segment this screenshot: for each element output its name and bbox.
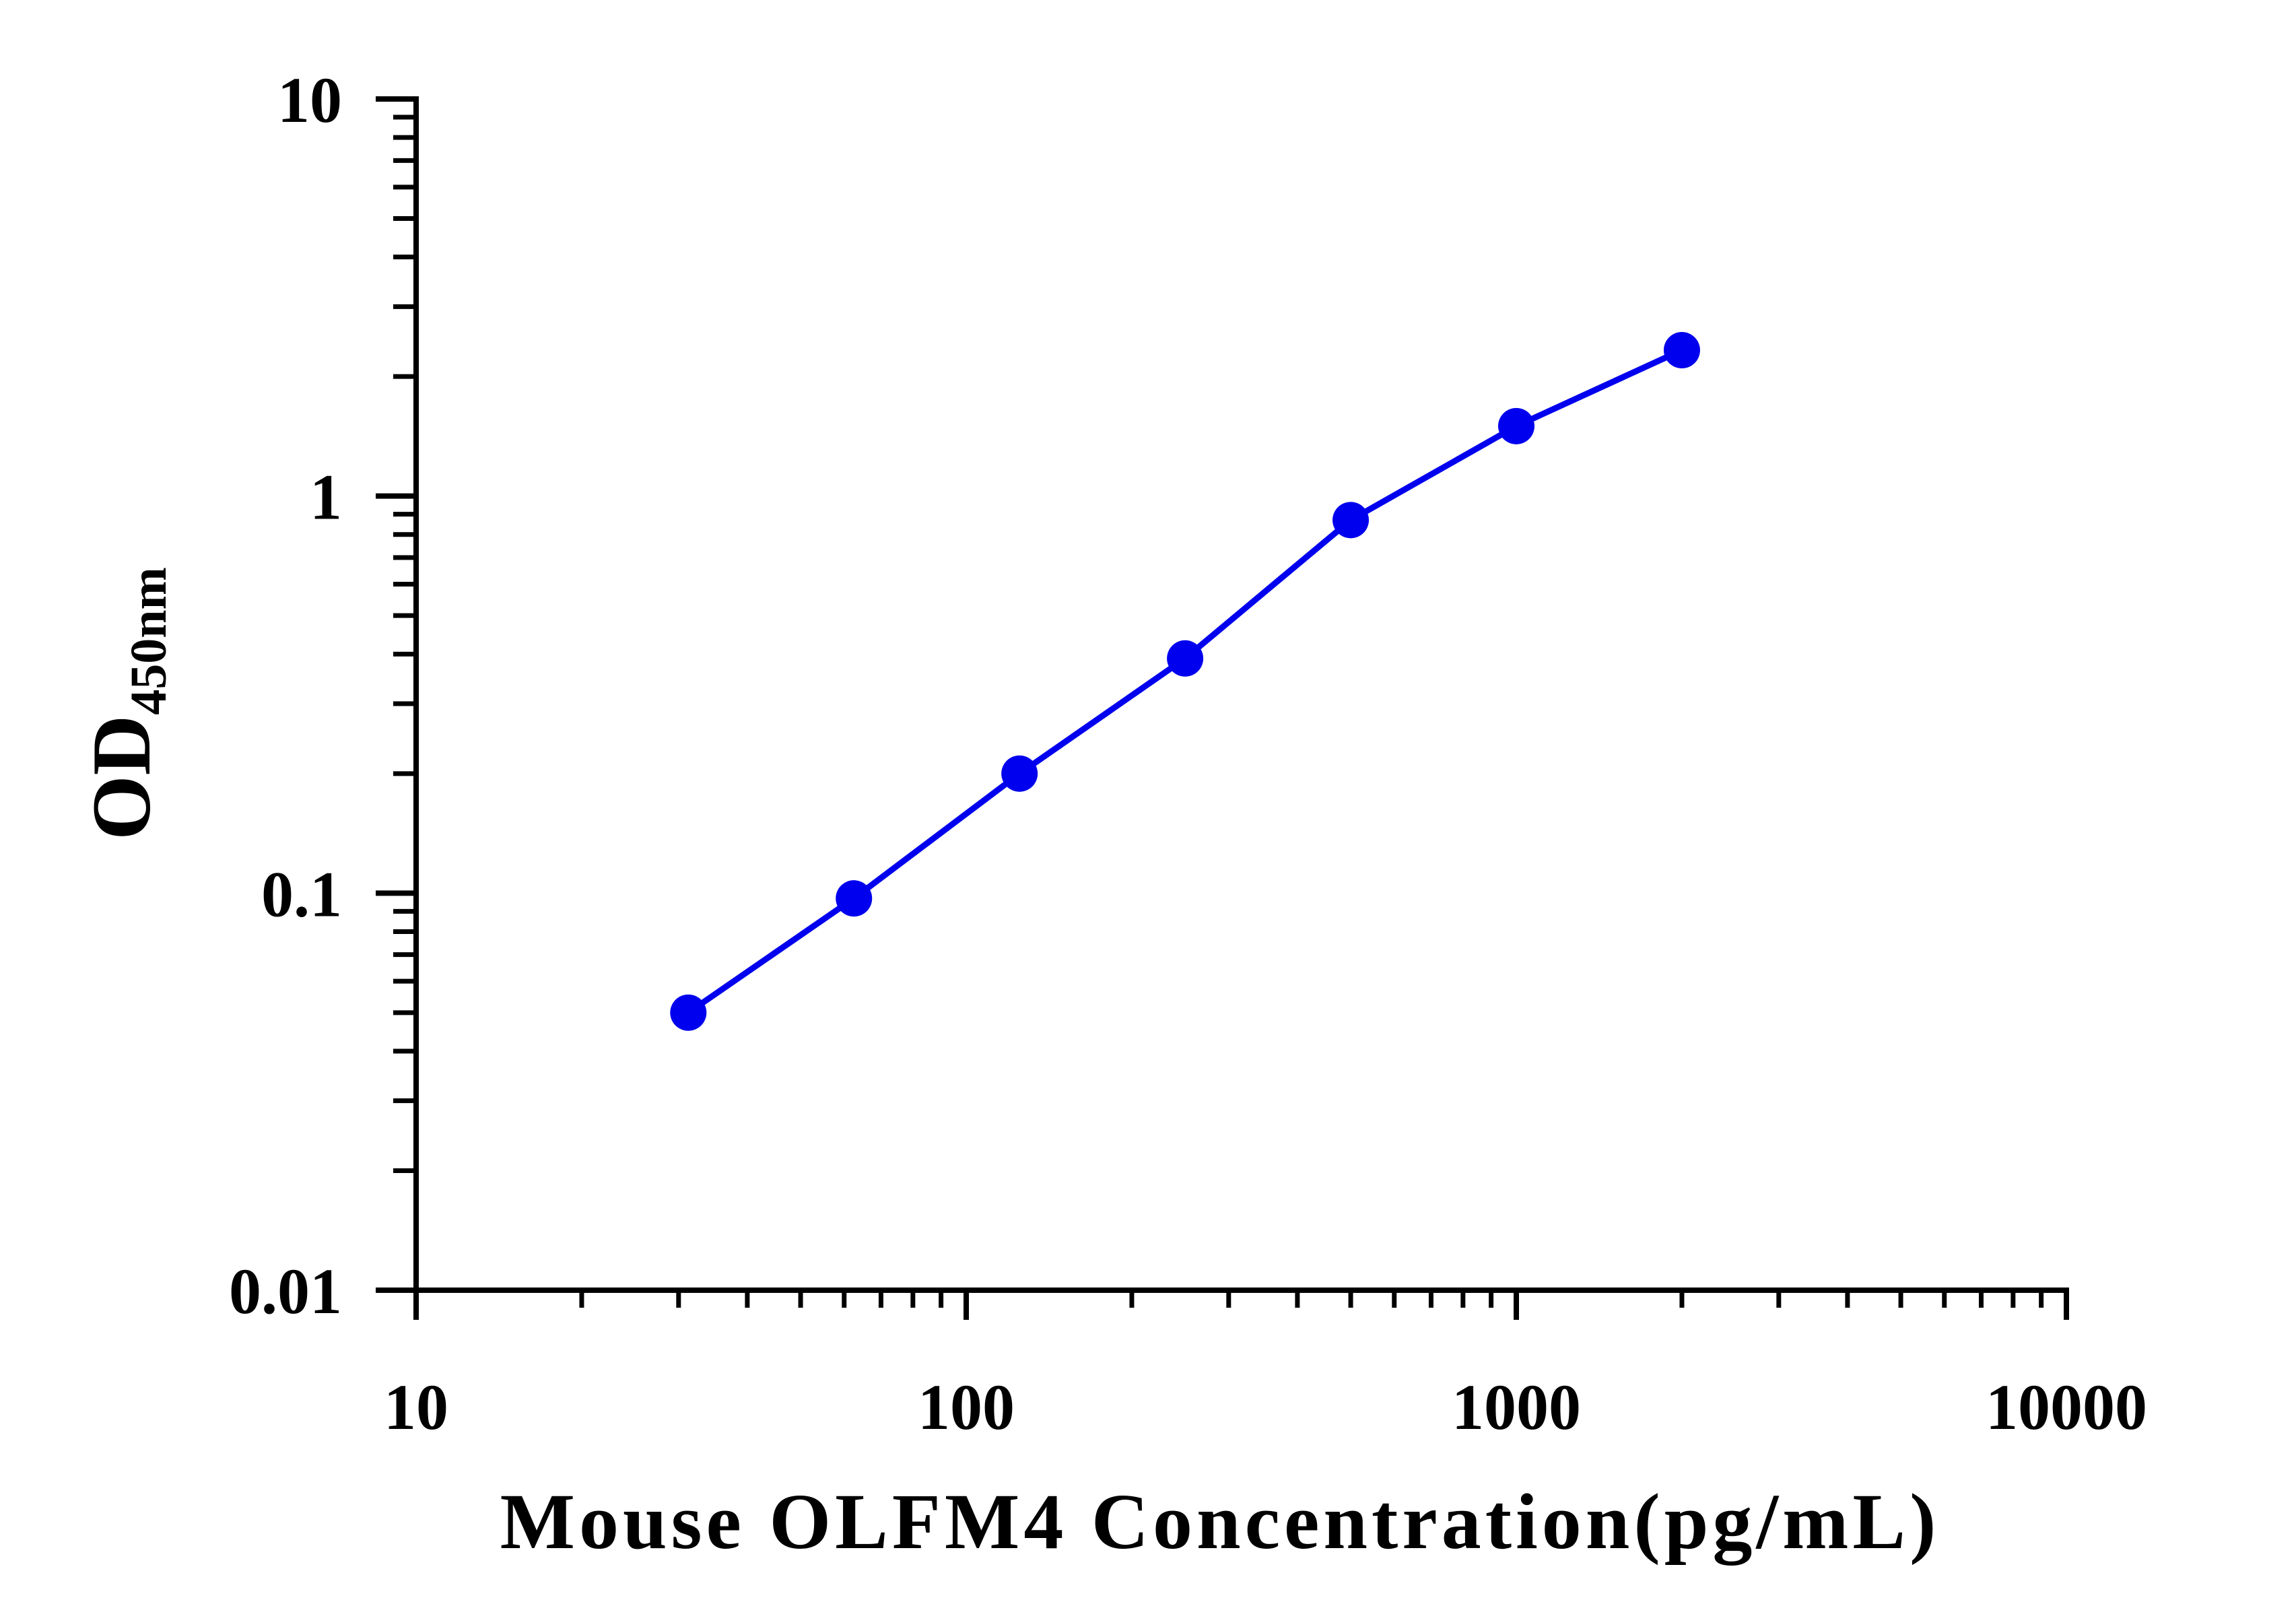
- x-tick-label: 10: [384, 1371, 448, 1443]
- data-point: [670, 994, 707, 1031]
- data-point: [1498, 407, 1534, 444]
- x-tick-label: 100: [918, 1371, 1015, 1443]
- x-tick-label: 10000: [1986, 1371, 2147, 1443]
- data-point: [1663, 332, 1700, 369]
- data-point: [836, 880, 873, 917]
- x-tick-label: 1000: [1452, 1371, 1581, 1443]
- y-tick-labels: 0.01 0.1 1 10: [229, 64, 342, 1327]
- y-axis-title: OD450nm: [75, 567, 177, 840]
- y-tick-label: 10: [277, 64, 342, 136]
- y-axis-title-main: OD: [75, 715, 168, 840]
- minor-ticks: [393, 114, 2044, 1308]
- data-point: [1001, 755, 1038, 792]
- data-point: [1332, 502, 1370, 539]
- y-tick-label: 0.1: [261, 858, 342, 930]
- x-tick-labels: 10 100 1000 10000: [384, 1371, 2147, 1443]
- major-ticks: [376, 96, 2069, 1320]
- y-tick-label: 0.01: [229, 1255, 342, 1327]
- series-line: [686, 347, 1683, 1015]
- data-point: [1167, 640, 1204, 677]
- x-axis-title: Mouse OLFM4 Concentration(pg/mL): [500, 1477, 1940, 1566]
- series-layer: [670, 332, 1700, 1031]
- y-tick-label: 1: [310, 461, 342, 533]
- y-axis-title-subscript: 450nm: [121, 567, 177, 715]
